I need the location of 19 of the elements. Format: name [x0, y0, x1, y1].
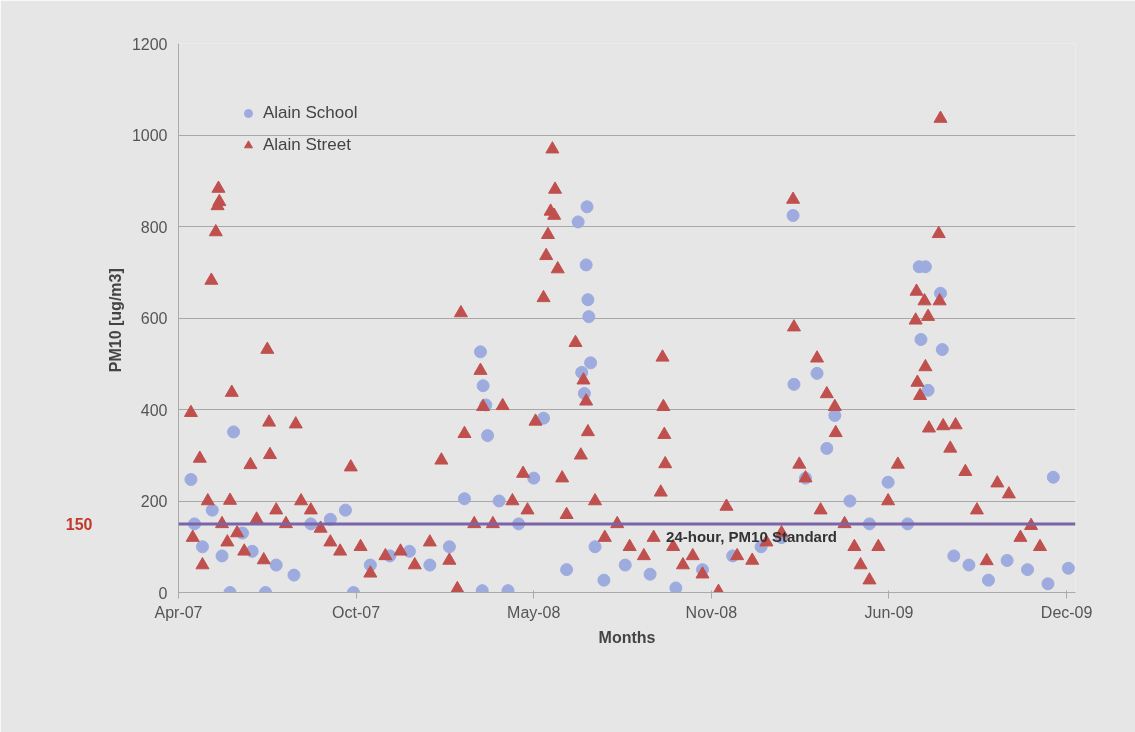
- legend-label: Alain School: [263, 103, 358, 123]
- legend-label: Alain Street: [263, 135, 351, 155]
- x-axis-title: Months: [598, 628, 656, 646]
- y-tick-label: 800: [140, 218, 168, 236]
- ref-line-label: 24-hour, PM10 Standard: [666, 527, 837, 545]
- y-tick-label: 1200: [131, 35, 168, 53]
- y-tick-label: 600: [140, 310, 168, 327]
- x-tick-label: Oct-07: [332, 603, 381, 621]
- y-tick-label: 1000: [131, 127, 168, 144]
- y-tick-label: 400: [140, 401, 168, 419]
- x-tick-label: May-08: [507, 603, 561, 621]
- y-axis-title: PM10 [ug/m3]: [106, 268, 124, 373]
- x-tick-label: Dec-09: [1040, 603, 1093, 621]
- x-tick-label: Jun-09: [864, 603, 914, 621]
- text: 150: [65, 515, 93, 533]
- x-tick-label: Apr-07: [154, 603, 203, 621]
- y-tick-label: 0: [158, 584, 168, 602]
- y-tick-label: 200: [140, 493, 168, 510]
- x-tick-label: Nov-08: [685, 603, 738, 621]
